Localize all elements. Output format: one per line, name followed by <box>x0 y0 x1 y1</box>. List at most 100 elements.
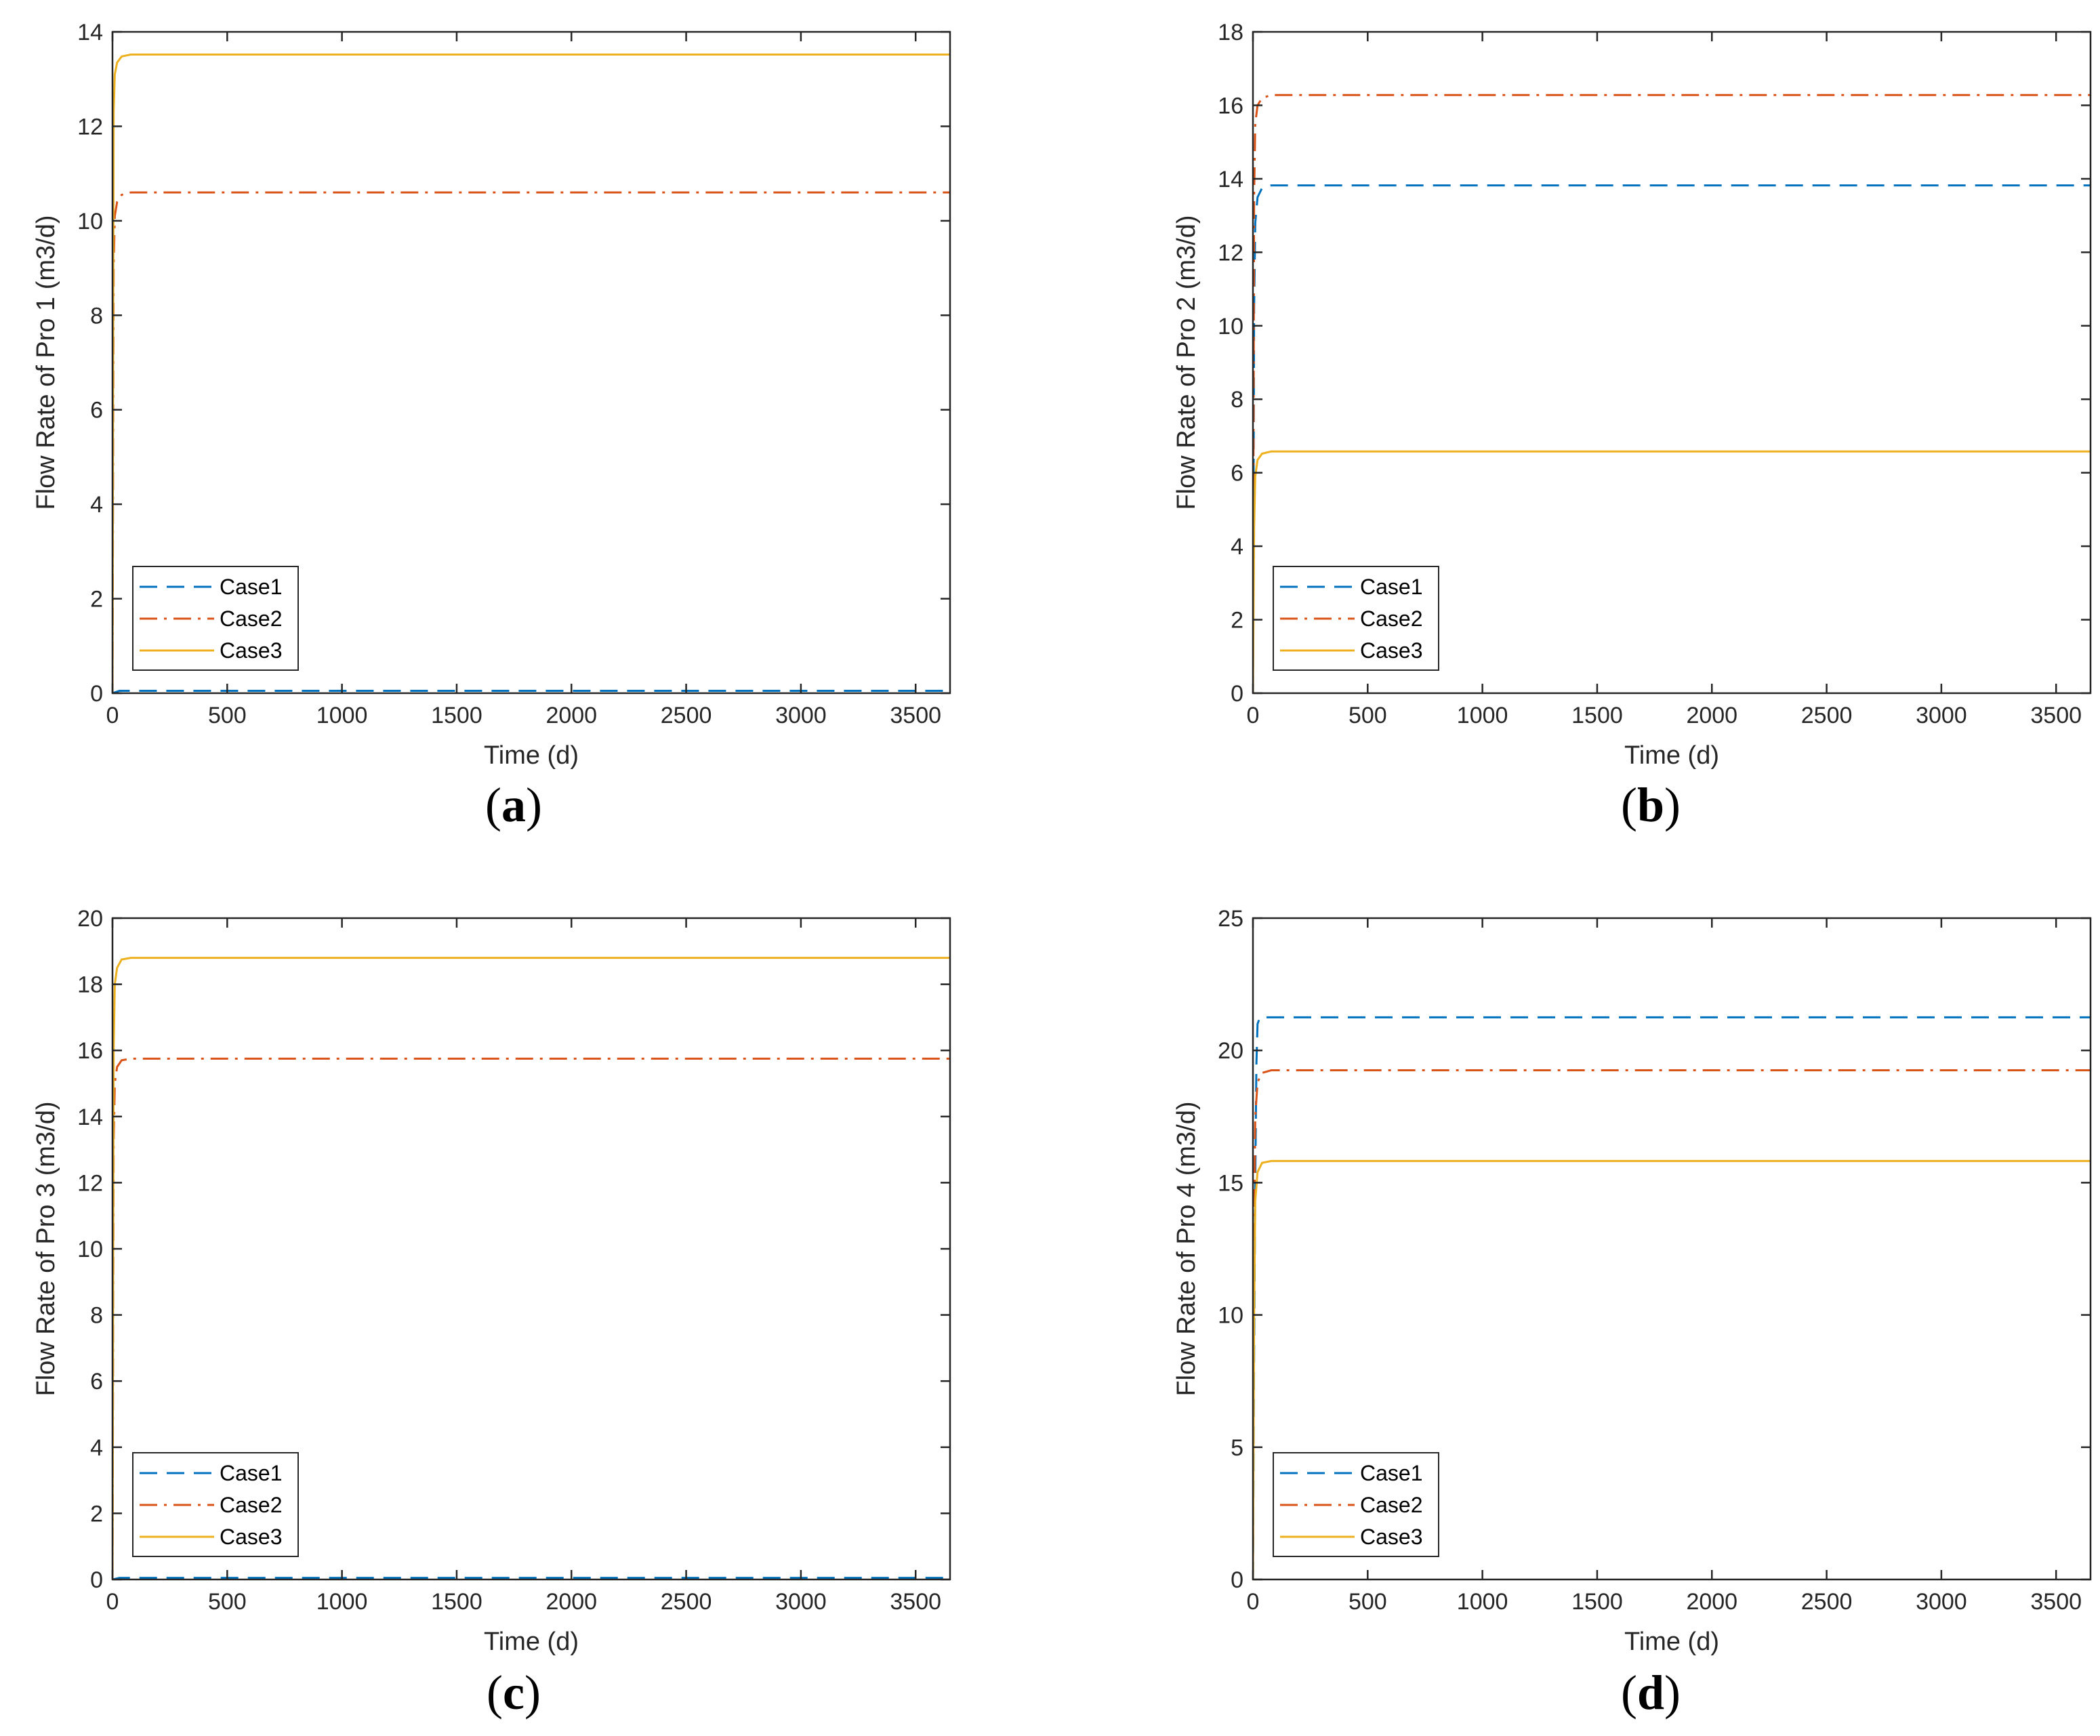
y-tick-label: 6 <box>1231 461 1243 487</box>
series-line-case3 <box>112 54 950 693</box>
x-tick-label: 1500 <box>1571 1589 1623 1615</box>
y-tick-label: 10 <box>1218 314 1243 339</box>
y-tick-label: 0 <box>90 1567 103 1593</box>
x-tick-label: 1000 <box>316 1589 368 1615</box>
x-tick-label: 2000 <box>1686 703 1737 728</box>
legend-label-case2: Case2 <box>1360 606 1423 631</box>
series-line-case2 <box>112 191 950 693</box>
x-tick-label: 0 <box>1247 703 1260 728</box>
axes-box <box>111 30 951 695</box>
y-tick-label: 4 <box>90 1435 103 1461</box>
y-tick-label: 0 <box>1231 681 1243 707</box>
y-axis-label: Flow Rate of Pro 3 (m3/d) <box>32 1101 60 1396</box>
x-tick-label: 2000 <box>545 703 597 728</box>
y-tick-label: 14 <box>77 20 103 45</box>
series-line-case2 <box>112 1057 950 1579</box>
legend-label-case2: Case2 <box>220 606 283 631</box>
y-tick-label: 2 <box>90 1501 103 1527</box>
y-tick-label: 4 <box>90 492 103 518</box>
y-tick-label: 14 <box>1218 167 1243 192</box>
y-tick-label: 10 <box>77 1237 103 1262</box>
legend: Case1 Case2 Case3 <box>1273 566 1439 671</box>
x-tick-label: 500 <box>208 1589 247 1615</box>
x-tick-label: 3000 <box>1916 1589 1967 1615</box>
legend-label-case1: Case1 <box>220 575 283 599</box>
y-tick-label: 14 <box>77 1104 103 1130</box>
y-tick-label: 18 <box>1218 20 1243 45</box>
legend-label-case1: Case1 <box>1360 575 1423 599</box>
y-tick-label: 10 <box>1218 1303 1243 1329</box>
x-tick-label: 2500 <box>661 1589 712 1615</box>
x-axis-label: Time (d) <box>1624 741 1719 770</box>
legend: Case1 Case2 Case3 <box>132 566 299 671</box>
y-tick-label: 2 <box>90 587 103 613</box>
x-tick-label: 1500 <box>431 1589 482 1615</box>
legend-box <box>1273 1452 1439 1557</box>
x-axis-label: Time (d) <box>1624 1628 1719 1656</box>
x-tick-label: 500 <box>1348 1589 1387 1615</box>
x-axis-label: Time (d) <box>484 1628 579 1656</box>
y-tick-label: 0 <box>1231 1567 1243 1593</box>
legend-label-case1: Case1 <box>1360 1461 1423 1485</box>
chart-panel-c: 0 500 1000 1500 2000 2500 3000 3500 0 2 4 6 8 10 12 14 1… <box>32 906 951 1720</box>
axes-box <box>1252 30 2092 695</box>
y-tick-label: 12 <box>1218 240 1243 266</box>
y-tick-label: 20 <box>1218 1038 1243 1064</box>
x-tick-label: 0 <box>106 1589 119 1615</box>
y-tick-label: 12 <box>77 114 103 140</box>
x-tick-label: 3500 <box>2030 1589 2082 1615</box>
y-tick-label: 8 <box>90 303 103 329</box>
y-axis-label: Flow Rate of Pro 4 (m3/d) <box>1172 1101 1201 1396</box>
x-tick-label: 500 <box>208 703 247 728</box>
y-tick-label: 8 <box>90 1303 103 1329</box>
series-line-case3 <box>1253 450 2091 693</box>
axes-box <box>1252 917 2092 1581</box>
y-tick-label: 10 <box>77 209 103 234</box>
x-tick-label: 0 <box>106 703 119 728</box>
legend-label-case1: Case1 <box>220 1461 283 1485</box>
panel-label-d: (d) <box>1621 1666 1681 1720</box>
x-tick-label: 3500 <box>890 1589 941 1615</box>
x-tick-label: 2500 <box>1801 703 1853 728</box>
x-tick-label: 3000 <box>775 703 827 728</box>
y-axis-label: Flow Rate of Pro 2 (m3/d) <box>1172 215 1201 510</box>
x-tick-label: 2000 <box>1686 1589 1737 1615</box>
y-tick-label: 8 <box>1231 387 1243 413</box>
y-tick-label: 18 <box>77 972 103 998</box>
y-tick-label: 2 <box>1231 608 1243 634</box>
x-tick-label: 0 <box>1247 1589 1260 1615</box>
x-tick-label: 3500 <box>890 703 941 728</box>
x-tick-label: 1000 <box>1457 1589 1508 1615</box>
panel-label-a: (a) <box>485 778 542 832</box>
y-axis-label: Flow Rate of Pro 1 (m3/d) <box>32 215 60 510</box>
x-axis-label: Time (d) <box>484 741 579 770</box>
panel-label-c: (c) <box>487 1666 541 1720</box>
y-tick-label: 6 <box>90 1369 103 1394</box>
x-tick-label: 2500 <box>661 703 712 728</box>
chart-panel-a: 0 500 1000 1500 2000 2500 3000 3500 0 2 4 6 8 10 12 14 T… <box>32 20 951 832</box>
legend-label-case3: Case3 <box>220 1525 283 1549</box>
x-tick-label: 3000 <box>1916 703 1967 728</box>
chart-panel-b: 0 500 1000 1500 2000 2500 3000 3500 0 2 4 6 8 10 12 14 1… <box>1172 20 2092 832</box>
x-tick-label: 3000 <box>775 1589 827 1615</box>
y-tick-label: 16 <box>77 1038 103 1064</box>
legend: Case1 Case2 Case3 <box>132 1452 299 1557</box>
y-tick-label: 25 <box>1218 906 1243 932</box>
x-tick-label: 2500 <box>1801 1589 1853 1615</box>
x-tick-label: 3500 <box>2030 703 2082 728</box>
y-tick-label: 5 <box>1231 1435 1243 1461</box>
legend-box <box>132 566 299 671</box>
legend-label-case3: Case3 <box>1360 1525 1423 1549</box>
y-tick-label: 6 <box>90 398 103 423</box>
x-tick-label: 1500 <box>431 703 482 728</box>
panel-label-b: (b) <box>1621 778 1681 832</box>
legend-label-case2: Case2 <box>220 1493 283 1517</box>
legend: Case1 Case2 Case3 <box>1273 1452 1439 1557</box>
y-tick-label: 12 <box>77 1170 103 1196</box>
y-tick-label: 20 <box>77 906 103 932</box>
legend-label-case3: Case3 <box>220 638 283 663</box>
x-tick-label: 2000 <box>545 1589 597 1615</box>
y-tick-label: 16 <box>1218 93 1243 119</box>
legend-label-case3: Case3 <box>1360 638 1423 663</box>
